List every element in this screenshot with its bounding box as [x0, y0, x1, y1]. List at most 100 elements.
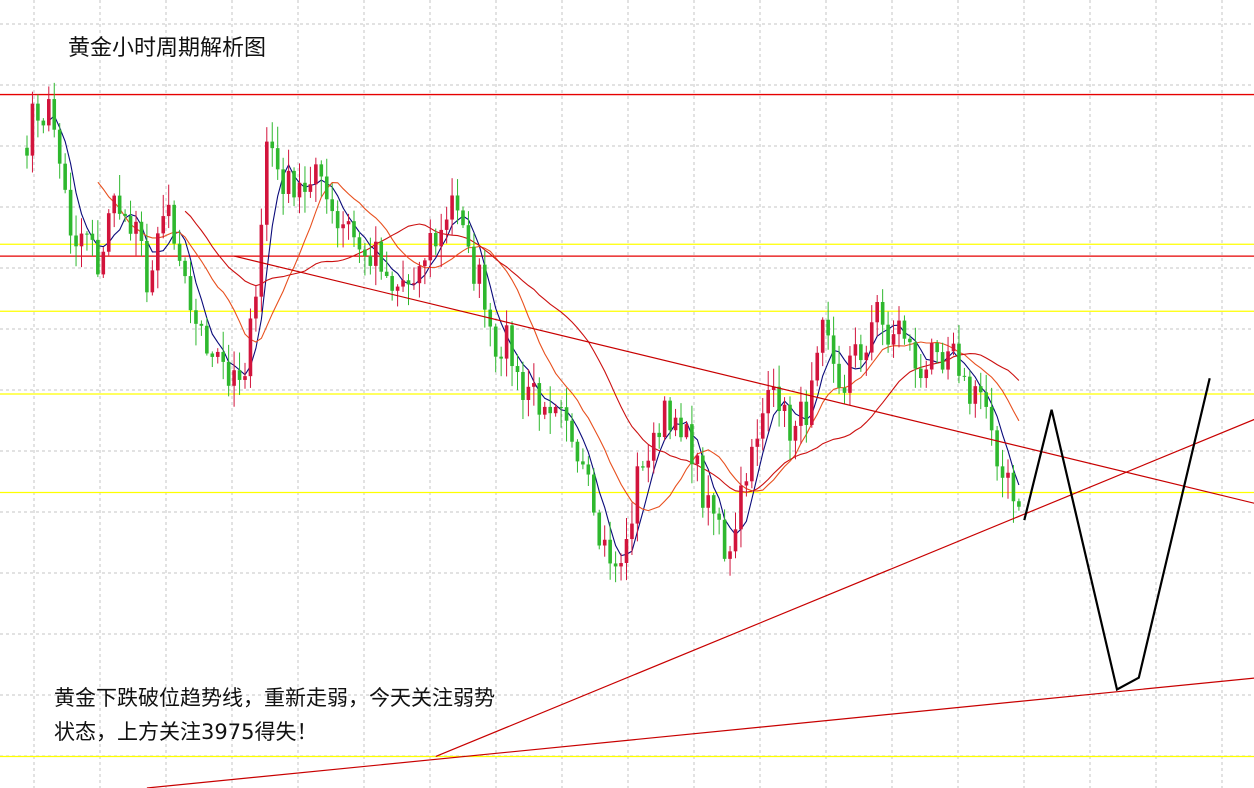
candle-body	[47, 99, 51, 126]
candle	[226, 344, 231, 397]
candle-body	[826, 319, 830, 336]
candle	[368, 237, 373, 275]
analysis-line-1: 黄金下跌破位趋势线，重新走弱，今天关注弱势	[54, 686, 495, 710]
candle-body	[526, 386, 531, 400]
candle	[657, 423, 661, 449]
candle	[831, 316, 836, 383]
candle	[810, 362, 814, 428]
candle	[695, 452, 700, 482]
candle-body	[374, 241, 378, 266]
candle-body	[848, 355, 852, 393]
candle-body	[978, 386, 983, 393]
candle	[243, 362, 247, 389]
candle	[483, 250, 487, 328]
candle	[150, 260, 155, 296]
candle-body	[940, 352, 945, 370]
candle-body	[624, 539, 629, 564]
candle-body	[63, 163, 67, 190]
candle-body	[226, 361, 231, 386]
ma-mid-line	[97, 181, 1020, 512]
candle	[619, 553, 623, 581]
candle-body	[145, 240, 149, 293]
candle-body	[646, 460, 651, 468]
horizontal-levels	[0, 93, 1254, 758]
candle-body	[722, 519, 727, 559]
candle-body	[929, 343, 934, 370]
candle-body	[1011, 472, 1016, 502]
candle-body	[85, 233, 89, 235]
candle-body	[532, 383, 536, 387]
candle-body	[303, 182, 307, 192]
analysis-line-2: 状态，上方关注3975得失！	[54, 720, 318, 744]
candle-body	[875, 302, 879, 323]
candle	[532, 363, 536, 406]
candle	[477, 258, 482, 298]
candle-body	[919, 368, 923, 379]
candle	[330, 183, 334, 224]
candle	[630, 502, 634, 556]
candle	[592, 468, 596, 516]
candle-body	[79, 233, 84, 247]
candle-body	[690, 424, 694, 465]
candle	[706, 475, 711, 526]
candle	[30, 91, 35, 173]
candle	[275, 126, 280, 180]
candle-body	[553, 406, 558, 414]
candle-body	[493, 326, 498, 357]
candle-body	[237, 370, 242, 380]
candle	[488, 302, 493, 347]
candle	[112, 193, 116, 228]
candle	[897, 306, 901, 348]
candle	[248, 308, 253, 388]
candle	[575, 439, 580, 473]
candle	[346, 213, 351, 240]
candle	[793, 420, 798, 460]
candle	[194, 298, 198, 346]
candle-body	[815, 352, 820, 381]
candle-body	[139, 221, 144, 241]
candle-body	[831, 335, 836, 364]
candle	[450, 178, 454, 236]
candle-body	[275, 148, 280, 170]
candle-body	[324, 176, 329, 200]
candles	[25, 82, 1021, 583]
candle	[504, 310, 509, 377]
candle-body	[466, 225, 471, 247]
candle	[390, 271, 394, 301]
candle-body	[477, 264, 482, 284]
candle-body	[183, 260, 187, 277]
candle-body	[619, 563, 623, 567]
candle-body	[853, 344, 858, 356]
candle	[308, 166, 313, 198]
candle-body	[886, 324, 890, 345]
candle	[766, 370, 770, 432]
candle	[352, 210, 356, 248]
candle	[984, 374, 988, 419]
candle-body	[357, 237, 362, 250]
candle-body	[390, 276, 394, 291]
candle-body	[602, 539, 607, 546]
candle-body	[172, 204, 176, 244]
candle-body	[101, 251, 106, 275]
candle	[139, 211, 144, 257]
candle	[913, 327, 918, 388]
candle	[848, 346, 852, 406]
candle-body	[908, 338, 912, 343]
candle	[297, 163, 302, 214]
candle	[526, 369, 531, 417]
candle	[379, 237, 384, 280]
candle-body	[221, 351, 225, 362]
candle-body	[744, 481, 749, 486]
candle	[902, 315, 907, 345]
candle	[510, 321, 514, 387]
candle	[951, 332, 956, 356]
candle	[472, 233, 476, 291]
candle	[265, 127, 269, 242]
candle-body	[760, 413, 765, 439]
candle-body	[319, 164, 324, 177]
candle-body	[804, 401, 809, 425]
candle	[515, 354, 520, 391]
candle	[128, 200, 133, 241]
candle-body	[128, 215, 133, 234]
candle	[319, 160, 324, 197]
